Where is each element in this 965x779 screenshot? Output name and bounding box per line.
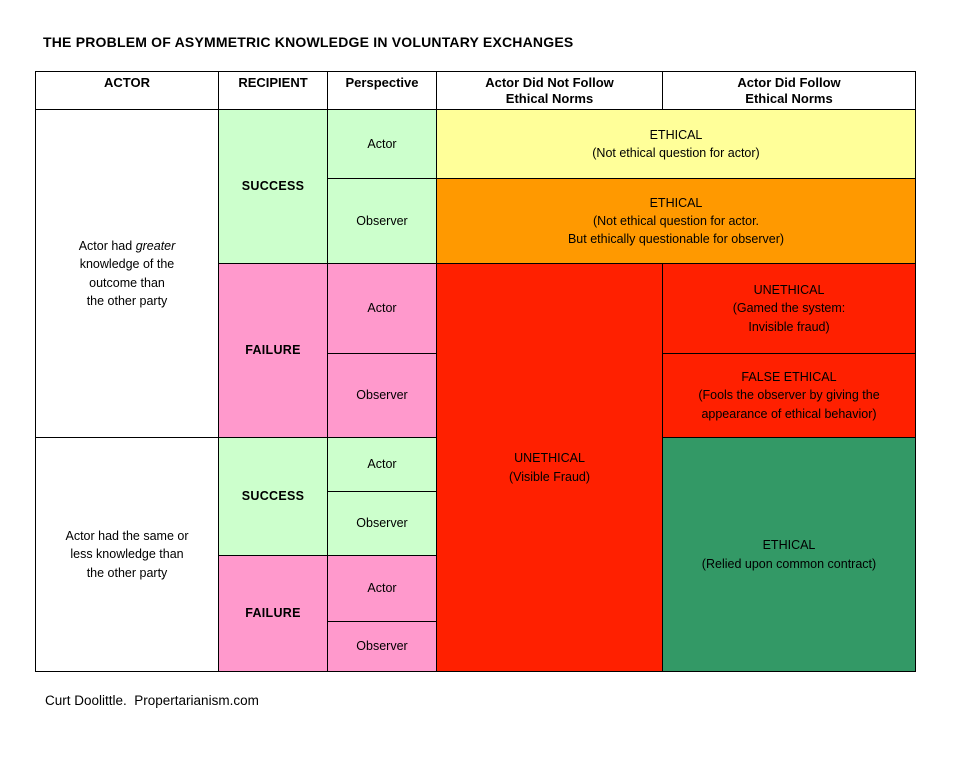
outcome-ethical-common-contract: ETHICAL (Relied upon common contract) [662, 437, 916, 672]
col-header-recipient: RECIPIENT [218, 71, 328, 110]
outcome-line: (Not ethical question for actor) [592, 146, 760, 160]
recipient-success-2: SUCCESS [218, 437, 328, 556]
perspective-observer-1: Observer [327, 178, 437, 264]
outcome-title: ETHICAL [649, 195, 703, 210]
outcome-ethical-success-observer: ETHICAL (Not ethical question for actor.… [436, 178, 916, 264]
page-title: THE PROBLEM OF ASYMMETRIC KNOWLEDGE IN V… [43, 34, 574, 50]
outcome-unethical-visible-fraud: UNETHICAL (Visible Fraud) [436, 263, 663, 672]
italic-greater: greater [135, 239, 176, 254]
actor-greater-line3: outcome than [89, 275, 165, 290]
actor-group-greater-text: Actor had greater knowledge of the outco… [79, 237, 176, 310]
page: THE PROBLEM OF ASYMMETRIC KNOWLEDGE IN V… [0, 34, 965, 779]
outcome-title: UNETHICAL [753, 283, 825, 298]
perspective-observer-4: Observer [327, 621, 437, 672]
row-failure2-observer: Observer [36, 621, 916, 672]
perspective-observer-2: Observer [327, 353, 437, 438]
outcome-line: (Visible Fraud) [508, 469, 591, 484]
perspective-actor-3: Actor [327, 437, 437, 492]
row-failure1-actor: FAILURE Actor UNETHICAL (Visible Fraud) … [36, 263, 916, 672]
outcome-title: UNETHICAL [514, 451, 585, 466]
actor-same-line2: less knowledge than [70, 547, 184, 562]
perspective-actor-2: Actor [327, 263, 437, 354]
outcome-unethical-invisible-fraud: UNETHICAL (Gamed the system: Invisible f… [662, 263, 916, 354]
recipient-failure-1: FAILURE [218, 263, 328, 438]
row-success1-actor: Actor had greater knowledge of the outco… [35, 109, 916, 438]
actor-same-line1: Actor had the same or [65, 529, 189, 544]
actor-group-greater-knowledge: Actor had greater knowledge of the outco… [35, 109, 219, 438]
outcome-title: FALSE ETHICAL [741, 370, 837, 385]
col-header-not-follow: Actor Did Not Follow Ethical Norms [436, 71, 663, 110]
outcome-line: appearance of ethical behavior) [701, 406, 877, 421]
actor-same-line3: the other party [86, 565, 168, 580]
col-header-follow: Actor Did Follow Ethical Norms [662, 71, 916, 110]
outcome-line: (Not ethical question for actor. [592, 213, 760, 228]
row-success2-actor: Actor had the same or less knowledge tha… [35, 437, 916, 672]
col-header-follow-line2: Ethical Norms [745, 91, 833, 107]
perspective-observer-3: Observer [327, 491, 437, 556]
actor-greater-line1: Actor had greater [78, 239, 176, 254]
col-header-not-follow-line2: Ethical Norms [505, 91, 594, 107]
col-header-not-follow-line1: Actor Did Not Follow [485, 75, 614, 90]
header-row: ACTOR RECIPIENT Perspective Actor Did No… [35, 71, 916, 110]
outcome-line: But ethically questionable for observer) [567, 232, 785, 247]
recipient-failure-2: FAILURE [218, 555, 328, 672]
actor-greater-line4: the other party [86, 293, 168, 308]
perspective-actor-4: Actor [327, 555, 437, 622]
col-header-perspective: Perspective [327, 71, 437, 110]
outcome-title: ETHICAL [649, 127, 703, 142]
row-success1-observer: Observer ETHICAL (Not ethical question f… [36, 178, 916, 264]
actor-group-same-or-less-knowledge: Actor had the same or less knowledge tha… [35, 437, 219, 672]
outcome-line: (Gamed the system: [732, 301, 846, 316]
actor-greater-line2: knowledge of the [79, 257, 175, 272]
row-failure1-observer: Observer FALSE ETHICAL (Fools the observ… [36, 353, 916, 438]
row-success2-observer: Observer [36, 491, 916, 556]
actor-group-same-text: Actor had the same or less knowledge tha… [66, 527, 189, 581]
outcome-title: ETHICAL [762, 538, 816, 553]
outcome-ethical-success-actor: ETHICAL (Not ethical question for actor) [436, 109, 916, 179]
outcome-line: (Relied upon common contract) [701, 556, 877, 571]
perspective-actor-1: Actor [327, 109, 437, 179]
recipient-success-1: SUCCESS [218, 109, 328, 264]
col-header-follow-line1: Actor Did Follow [737, 75, 841, 90]
outcome-line: (Fools the observer by giving the [698, 388, 880, 403]
attribution-text: Curt Doolittle. Propertarianism.com [45, 693, 259, 708]
col-header-actor: ACTOR [35, 71, 219, 110]
outcome-line: Invisible fraud) [748, 319, 830, 334]
row-failure2-actor: FAILURE Actor [36, 555, 916, 672]
asymmetric-knowledge-table: ACTOR RECIPIENT Perspective Actor Did No… [35, 71, 916, 672]
outcome-false-ethical: FALSE ETHICAL (Fools the observer by giv… [662, 353, 916, 438]
